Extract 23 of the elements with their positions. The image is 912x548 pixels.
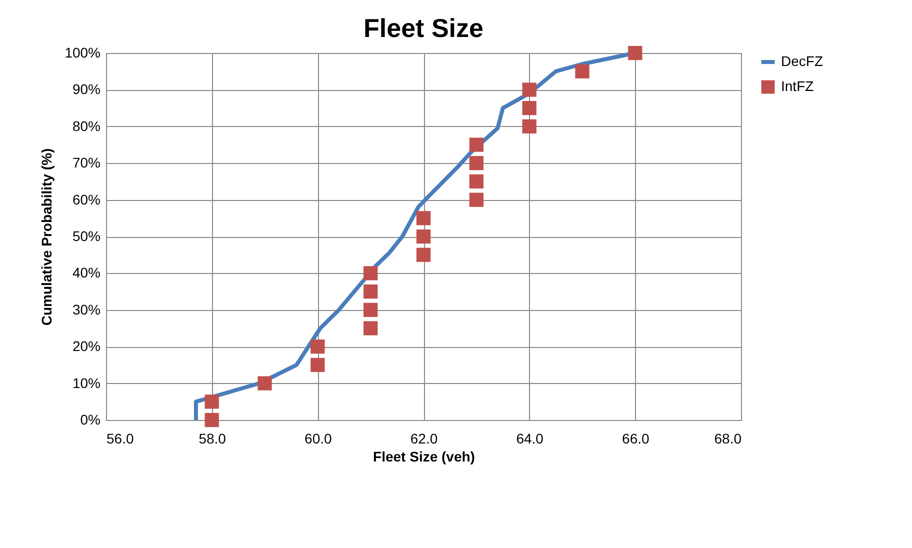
- x-tick-label: 62.0: [410, 430, 438, 446]
- y-tick-label: 30%: [72, 301, 100, 318]
- legend-label: DecFZ: [781, 53, 824, 69]
- y-tick-label: 80%: [72, 118, 100, 134]
- y-tick-label: 40%: [72, 264, 100, 281]
- y-tick-label: 100%: [64, 44, 100, 60]
- y-tick-label: 20%: [72, 338, 100, 354]
- legend-label: IntFZ: [781, 78, 814, 94]
- y-tick-label: 10%: [72, 374, 100, 391]
- y-axis-title: Cumulative Probability (%): [38, 148, 55, 326]
- x-tick-label: 68.0: [714, 430, 742, 446]
- y-tick-label: 0%: [80, 412, 100, 428]
- x-tick-label: 56.0: [106, 430, 134, 446]
- y-tick-label: 70%: [72, 154, 100, 171]
- y-tick-label: 60%: [72, 191, 100, 208]
- x-tick-label: 60.0: [304, 430, 332, 446]
- x-tick-label: 58.0: [198, 430, 226, 446]
- chart-title: Fleet Size: [364, 12, 484, 43]
- y-tick-label: 50%: [72, 228, 100, 244]
- x-axis-title: Fleet Size (veh): [373, 448, 475, 464]
- x-tick-label: 64.0: [516, 430, 544, 446]
- y-tick-label: 90%: [72, 81, 100, 98]
- x-tick-label: 66.0: [622, 430, 650, 446]
